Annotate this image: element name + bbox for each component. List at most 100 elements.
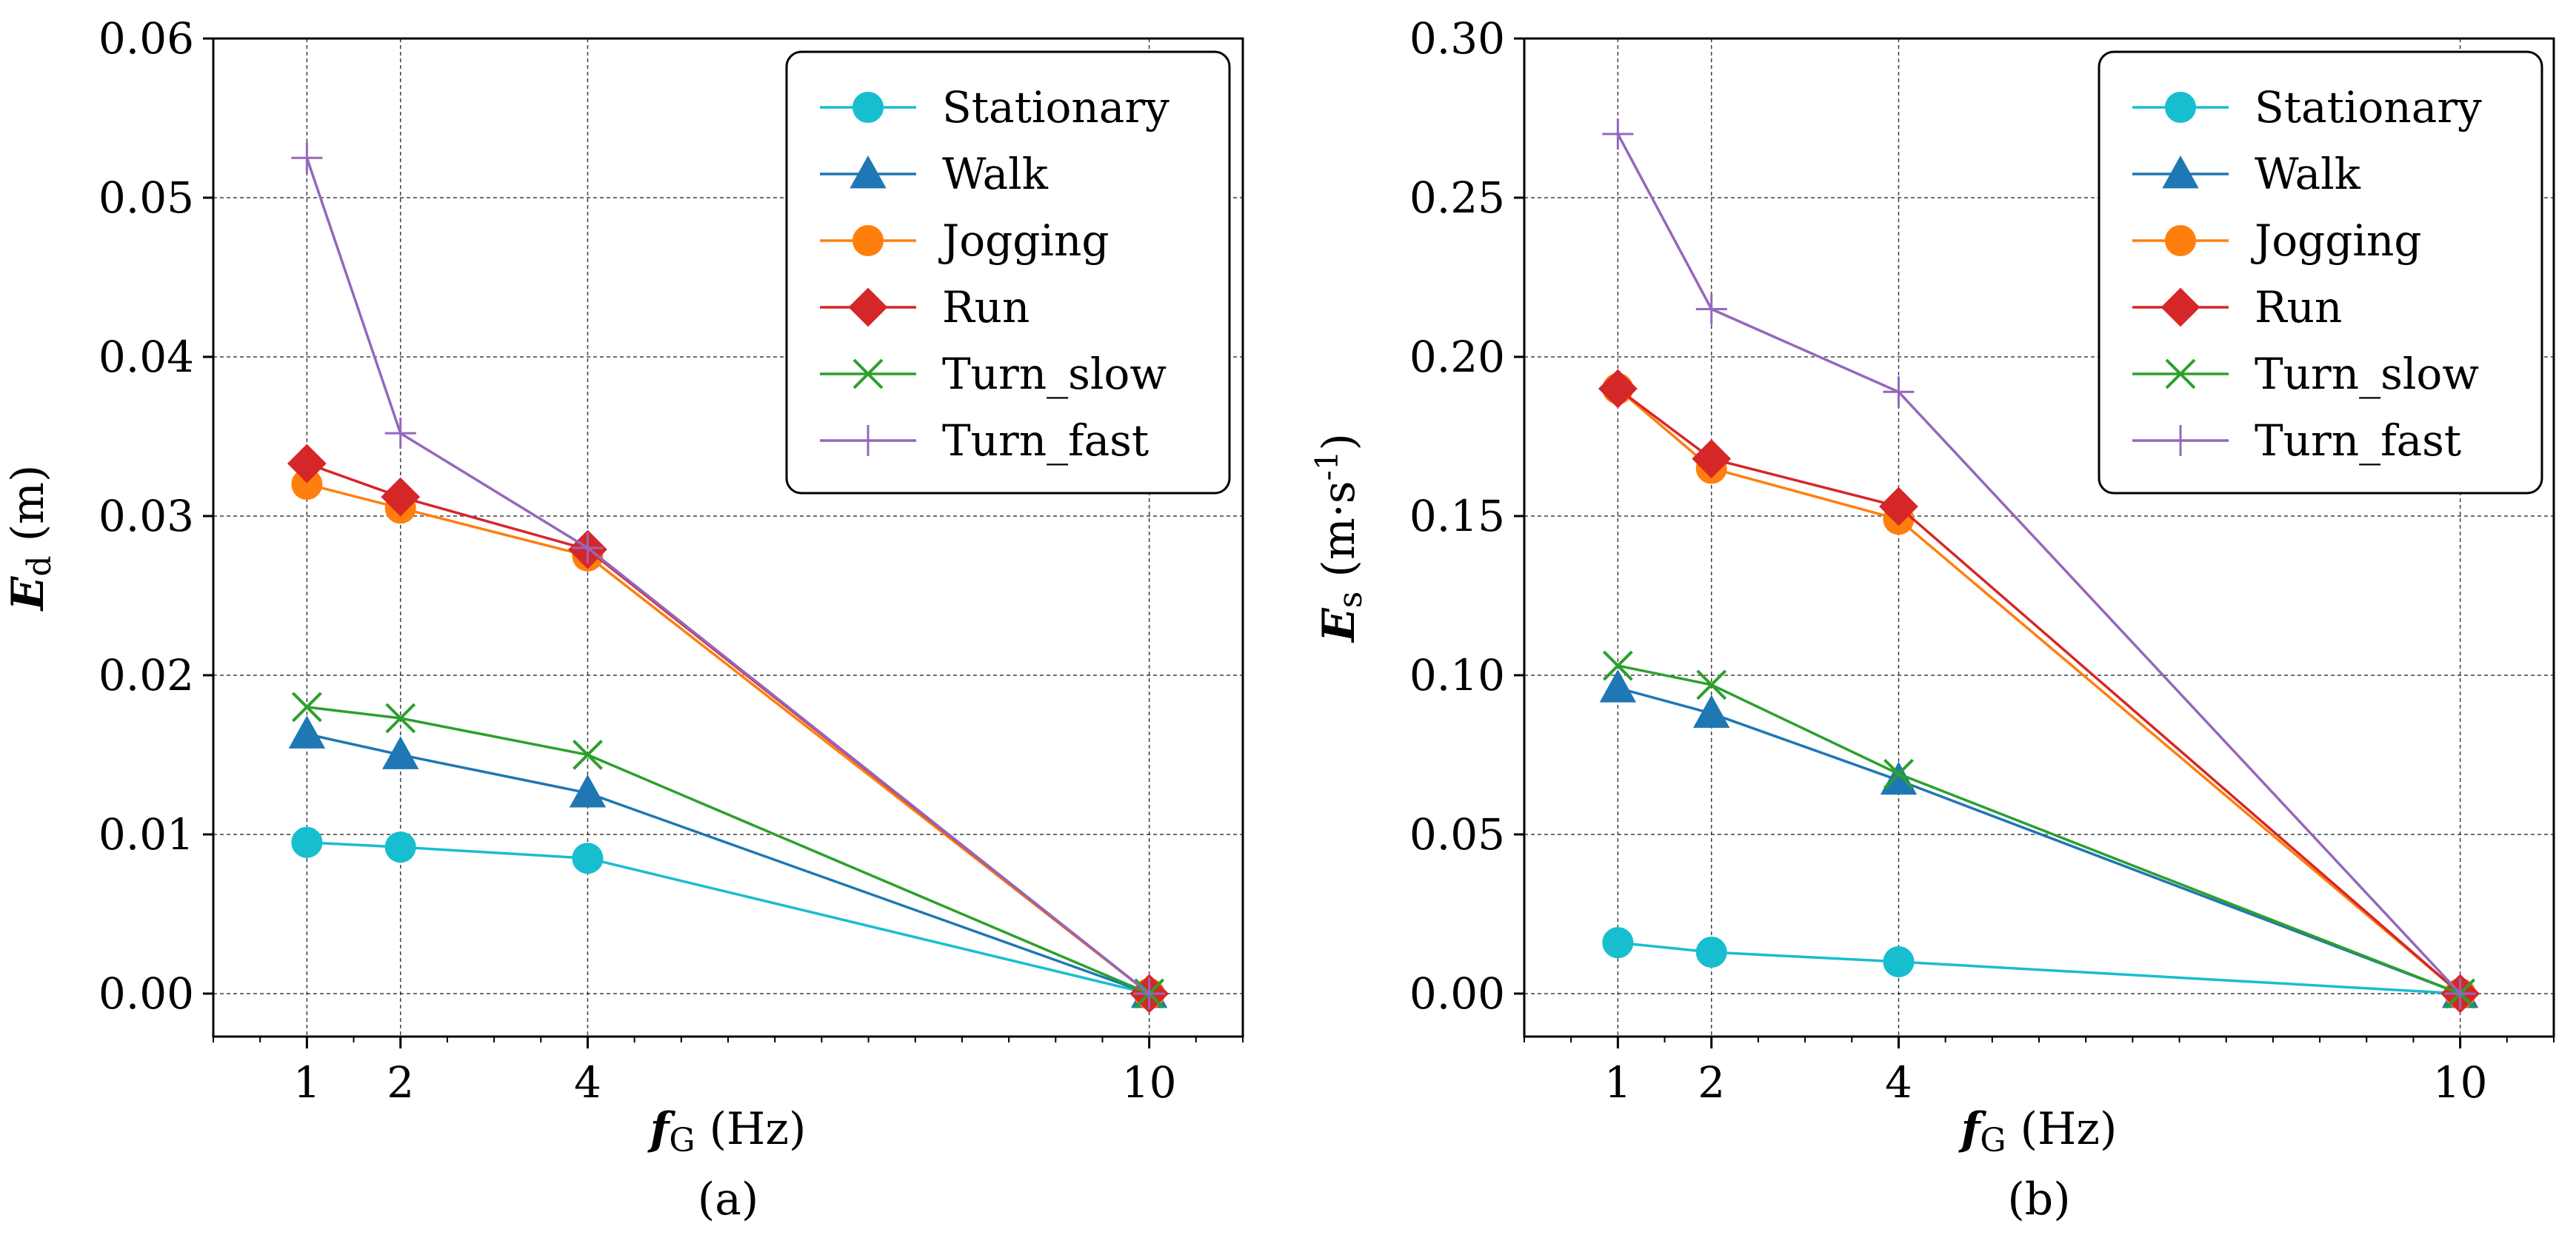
legend-entry: Turn_fast (820, 415, 1149, 466)
chart-panel-a: 0.00 0.01 0.02 0.03 0.04 0.05 0.06 1 2 4 10 fG (Hz)… (2, 13, 1244, 1225)
data-point (1602, 927, 1634, 959)
data-point (1133, 977, 1165, 1009)
data-point (384, 418, 416, 449)
data-point (1883, 758, 1914, 789)
y-tick-label: 0.04 (99, 332, 194, 382)
legend-label: Turn_slow (942, 349, 1167, 399)
legend-box (785, 50, 1231, 495)
y-tick-label: 0.10 (1409, 650, 1505, 700)
series-walk (288, 715, 1168, 1008)
legend-entry: Jogging (2132, 215, 2421, 266)
series-run (287, 444, 1169, 1014)
series-line (1617, 387, 2461, 995)
legend-marker (852, 425, 884, 456)
series-turn-slow (291, 692, 1165, 1009)
legend-marker (852, 92, 884, 123)
legend-marker (852, 358, 884, 389)
data-point (573, 740, 603, 770)
data-point (1602, 118, 1634, 150)
series-line (1617, 686, 2461, 995)
legend: Stationary Walk Jogging Run Turn_slow Turn_fa… (2098, 50, 2543, 495)
data-point (288, 715, 326, 749)
y-tick-label: 0.03 (99, 491, 194, 541)
series-line (1618, 664, 2461, 995)
data-point (287, 444, 327, 483)
data-point (569, 774, 607, 808)
series-stationary (1602, 927, 2476, 1009)
legend-marker (2165, 358, 2196, 389)
legend-label: Run (2255, 282, 2342, 332)
x-tick-label: 2 (387, 1057, 414, 1108)
data-point (1883, 946, 1915, 977)
legend-marker (850, 155, 887, 189)
panel-label: (b) (2007, 1174, 2070, 1225)
y-label-unit: (m) (2, 465, 54, 556)
legend-label: Walk (2255, 149, 2361, 199)
legend-label: Turn_slow (2255, 349, 2479, 399)
series-line (306, 483, 1150, 995)
y-tick-label: 0.05 (99, 173, 194, 223)
y-tick-label: 0.15 (1409, 491, 1505, 541)
y-tick-label: 0.06 (99, 13, 194, 64)
legend-entry: Run (2132, 282, 2342, 332)
x-tick-label: 10 (1122, 1057, 1177, 1108)
series-line (1616, 133, 2461, 995)
legend-entry: Walk (820, 149, 1049, 199)
y-tick-label: 0.25 (1409, 173, 1505, 223)
data-point (1879, 486, 1918, 526)
legend-entry: Jogging (820, 215, 1109, 266)
x-axis-label: fG (Hz) (1958, 1103, 2118, 1159)
y-tick-label: 0.30 (1409, 13, 1505, 64)
legend-label: Turn_fast (942, 415, 1149, 466)
legend-label: Stationary (942, 82, 1169, 133)
x-label-unit: (Hz) (695, 1103, 807, 1155)
series-line (305, 157, 1150, 995)
y-label-unit: (m·s (1313, 481, 1365, 591)
legend-marker (2165, 225, 2196, 256)
series-line (1617, 387, 2461, 995)
x-tick-label: 4 (1885, 1057, 1912, 1108)
series-jogging (291, 468, 1165, 1009)
y-tick-label: 0.01 (99, 809, 194, 860)
series-line (306, 462, 1150, 995)
data-point (1599, 669, 1637, 703)
legend-label: Turn_fast (2255, 415, 2461, 466)
panel-label: (a) (698, 1174, 759, 1225)
data-point (2444, 977, 2476, 1009)
series-walk (1599, 669, 2479, 1008)
legend-label: Jogging (2251, 215, 2421, 266)
x-tick-label: 4 (574, 1057, 601, 1108)
data-point (1695, 293, 1727, 325)
x-axis-label: fG (Hz) (647, 1103, 807, 1159)
legend: Stationary Walk Jogging Run Turn_slow Turn_fa… (785, 50, 1231, 495)
x-label-subscript: G (669, 1122, 695, 1159)
data-point (291, 826, 323, 858)
legend-marker (2162, 155, 2199, 189)
legend-marker (848, 287, 888, 327)
data-point (1696, 669, 1727, 700)
series-turn-fast (1602, 118, 2476, 1009)
x-tick-label: 1 (1604, 1057, 1632, 1108)
y-axis-label: Ed (m) (2, 465, 59, 612)
series-line (1618, 941, 2460, 995)
legend-entry: Run (820, 282, 1030, 332)
data-point (1693, 695, 1730, 728)
y-axis-label: Es (m·s-1) (1309, 433, 1369, 643)
y-tick-label: 0.05 (1409, 809, 1505, 860)
y-label-subscript: d (21, 555, 59, 576)
data-point (572, 843, 604, 874)
data-point (382, 736, 419, 769)
legend-box (2098, 50, 2543, 495)
legend-marker (2165, 425, 2196, 456)
legend-label: Run (942, 282, 1030, 332)
legend-entry: Turn_slow (820, 349, 1167, 399)
x-tick-label: 2 (1698, 1057, 1725, 1108)
series-line (306, 732, 1150, 995)
legend-label: Stationary (2255, 82, 2482, 133)
legend-label: Walk (942, 149, 1049, 199)
x-label-unit: (Hz) (2006, 1103, 2118, 1155)
x-tick-label: 1 (293, 1057, 321, 1108)
legend-label: Jogging (938, 215, 1109, 266)
series-line (307, 706, 1150, 995)
